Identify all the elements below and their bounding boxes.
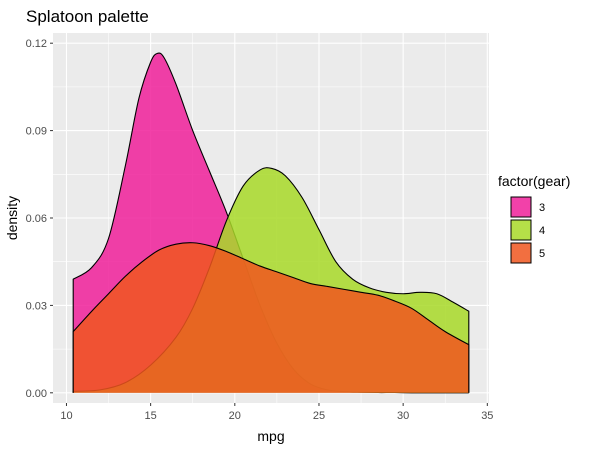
- legend-key-5: [510, 242, 532, 264]
- y-tick-label: 0.03: [26, 300, 47, 312]
- x-tick-label: 15: [145, 410, 157, 422]
- legend-title: factor(gear): [498, 173, 570, 189]
- legend-key-4: [510, 219, 532, 241]
- y-tick-label: 0.06: [26, 213, 47, 225]
- x-tick-label: 20: [229, 410, 241, 422]
- legend-label-4: 4: [539, 225, 545, 237]
- legend-key-3: [510, 196, 532, 218]
- x-tick-label: 30: [397, 410, 409, 422]
- y-axis: 0.00 0.03 0.06 0.09 0.12: [26, 38, 53, 400]
- x-tick-label: 35: [481, 410, 493, 422]
- x-axis: 10 15 20 25 30 35: [60, 403, 493, 422]
- legend-label-3: 3: [539, 202, 545, 214]
- legend: factor(gear) 3 4 5: [498, 173, 570, 264]
- y-axis-title: density: [4, 196, 20, 240]
- series-layer: [72, 52, 470, 394]
- x-axis-title: mpg: [257, 428, 284, 444]
- y-tick-label: 0.09: [26, 126, 47, 138]
- density-area-gear-5: [73, 242, 469, 393]
- y-tick-label: 0.12: [26, 38, 47, 50]
- x-tick-label: 25: [313, 410, 325, 422]
- density-outline-gear-5: [72, 242, 470, 393]
- chart-title: Splatoon palette: [26, 7, 149, 26]
- x-tick-label: 10: [60, 410, 72, 422]
- legend-label-5: 5: [539, 248, 545, 260]
- y-tick-label: 0.00: [26, 388, 47, 400]
